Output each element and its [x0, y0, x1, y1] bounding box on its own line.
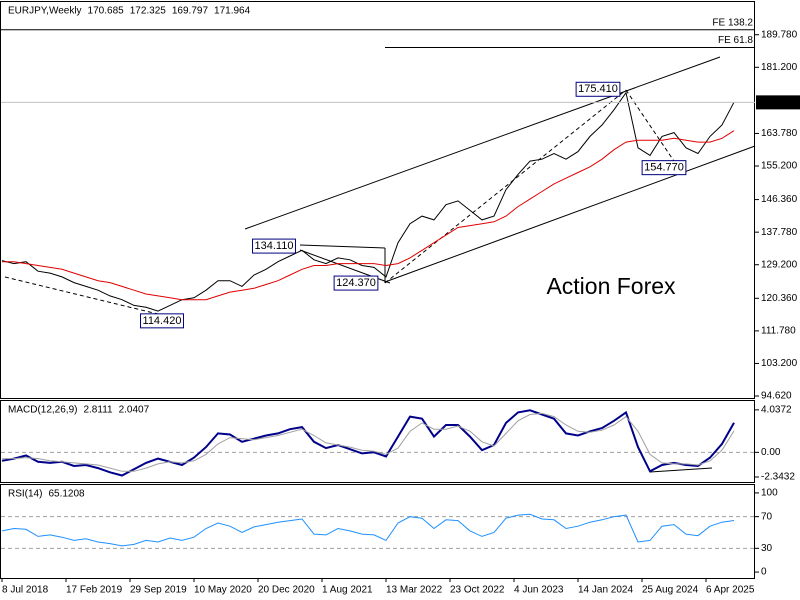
y-tick-label: 163.780: [761, 128, 798, 139]
y-tick-label: 0.00: [761, 447, 781, 458]
rsi-panel: [0, 484, 755, 579]
fe-label: FE 138.2: [712, 17, 753, 28]
last-price-box: [756, 95, 800, 110]
panel-value: 65.1208: [48, 489, 85, 500]
x-tick-label: 4 Jun 2023: [514, 585, 564, 596]
price-annotation: 154.770: [644, 162, 684, 174]
panel-value: 169.797: [172, 6, 209, 17]
x-tick-label: 14 Jan 2024: [578, 585, 633, 596]
price-panel: [0, 1, 755, 399]
y-tick-label: 111.780: [761, 326, 796, 337]
y-tick-label: 100: [761, 488, 778, 499]
y-tick-label: 0: [761, 567, 767, 578]
y-tick-label: 70: [761, 511, 773, 522]
fe-label: FE 61.8: [718, 35, 753, 46]
x-tick-label: 10 May 2020: [194, 585, 252, 596]
y-tick-label: 189.780: [761, 29, 798, 40]
panel-value: 172.325: [130, 6, 167, 17]
x-tick-label: 23 Oct 2022: [450, 585, 505, 596]
series-line: [2, 130, 735, 301]
x-tick-label: 13 Mar 2022: [386, 585, 443, 596]
panel-value: 2.8111: [83, 405, 113, 416]
annotation-box: [575, 81, 621, 97]
y-tick-label: -2.3432: [761, 472, 795, 483]
series-line: [1, 409, 735, 477]
trend-lines: [244, 56, 756, 473]
panel-value: 171.964: [214, 6, 251, 17]
y-tick-label: 181.200: [761, 62, 798, 73]
series-line: [2, 412, 735, 472]
panel-value: 170.685: [88, 6, 125, 17]
y-tick-label: 94.620: [761, 391, 792, 402]
y-tick-label: 4.0372: [761, 405, 792, 416]
x-tick-label: 1 Aug 2021: [322, 585, 373, 596]
last-price-label: 171.964: [759, 97, 796, 108]
x-tick-label: 6 Apr 2025: [706, 585, 755, 596]
y-tick-label: 120.360: [761, 293, 798, 304]
x-tick-label: 29 Sep 2019: [130, 585, 187, 596]
y-tick-label: 103.200: [761, 358, 798, 369]
wave-lines: [4, 89, 681, 316]
price-annotation: 175.410: [578, 83, 618, 95]
panel-value: 2.0407: [119, 405, 150, 416]
x-tick-label: 25 Aug 2024: [642, 585, 699, 596]
series-line: [1, 91, 735, 312]
y-tick-label: 155.200: [761, 161, 798, 172]
x-tick-label: 17 Feb 2019: [66, 585, 123, 596]
x-tick-label: 20 Dec 2020: [258, 585, 315, 596]
x-tick-label: 8 Jul 2018: [2, 585, 49, 596]
panel-title: MACD(12,26,9): [8, 405, 77, 416]
y-tick-label: 146.360: [761, 194, 798, 205]
price-annotation: 134.110: [255, 240, 294, 252]
annotation-box: [333, 275, 379, 291]
series-line: [1, 513, 735, 547]
panel-title: EURJPY,Weekly: [8, 6, 82, 17]
y-tick-label: 137.780: [761, 227, 798, 238]
panel-title: RSI(14): [8, 489, 42, 500]
price-annotation: 124.370: [336, 277, 376, 289]
y-tick-label: 129.200: [761, 259, 798, 270]
watermark: Action Forex: [546, 273, 676, 299]
annotation-box: [252, 238, 296, 254]
annotation-box: [140, 313, 184, 329]
annotation-box: [641, 160, 687, 176]
y-tick-label: 30: [761, 543, 773, 554]
macd-panel: [0, 400, 755, 483]
price-annotation: 114.420: [143, 315, 182, 327]
